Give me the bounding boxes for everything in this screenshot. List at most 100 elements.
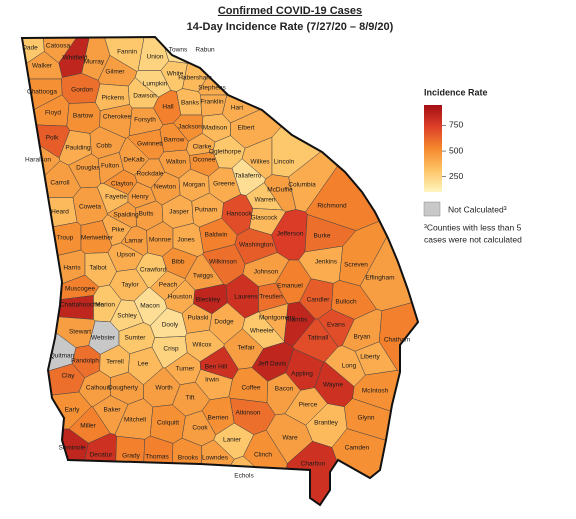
county-label: Richmond [317,203,347,210]
county-label: Monroe [149,237,171,244]
county-label: Clinch [254,452,272,459]
county-label: Newton [154,184,176,191]
county-label: McDuffie [267,187,293,194]
county-label: Thomas [145,454,169,461]
county-label: Candler [307,297,331,304]
county-label: Coweta [79,204,101,211]
county-label: Telfair [237,345,255,352]
county-label: Murray [84,59,105,66]
county-label: Jackson [178,124,202,131]
county-label: Decatur [90,452,114,459]
county-label: Worth [155,385,173,392]
county-label: Lanier [223,437,242,444]
county-label: Bleckley [196,297,221,304]
legend-note: cases were not calculated [424,234,522,244]
county-label: Walker [32,63,53,70]
county-label: Chattahoochee [60,302,104,309]
county-label: Miller [80,423,96,430]
county-label: Chatham [384,337,410,344]
county-label: Gwinnett [137,141,163,148]
county-label: Liberty [360,354,380,361]
county-label: Stewart [69,329,91,336]
legend: Incidence Rate Not Calculated³ ³Counties… [423,87,522,244]
county-label: Lowndes [202,455,229,462]
county-label: Hart [231,105,243,112]
county-label: Coffee [241,385,260,392]
colorbar-tick-label: 500 [449,145,463,155]
county-label: Floyd [45,110,61,117]
county-label: Brooks [178,455,199,462]
subtitle: 14-Day Incidence Rate (7/27/20 – 8/9/20) [187,21,394,33]
county-label: Baldwin [205,232,228,239]
county-label: Lumpkin [143,81,168,88]
county-label: Rabun [195,47,215,54]
county-label: Echols [234,473,254,480]
county-label: Glascock [251,215,278,222]
county-label: Effingham [365,275,394,282]
colorbar-tick-label: 750 [449,120,463,130]
county-label: Stephens [198,85,226,92]
county-label: Douglas [76,165,101,172]
county-label: Schley [117,313,137,320]
county-label: DeKalb [123,157,145,164]
county-label: Jefferson [277,231,304,238]
county-label: Mitchell [124,417,147,424]
county-label: Grady [122,453,140,460]
county-label: Walton [166,159,186,166]
county-label: Colquitt [157,420,179,427]
county-label: Catoosa [46,43,71,50]
county-label: Houston [168,294,193,301]
county-label: Putnam [195,207,217,214]
county-label: Muscogee [65,286,95,293]
county-label: Treutlen [259,294,283,301]
county-label: Pike [112,227,125,234]
county-label: Long [342,363,357,370]
county-label: Terrell [106,359,124,366]
county-label: Burke [314,233,331,240]
county-label: Cook [192,425,208,432]
county-label: Cobb [96,143,112,150]
county-label: Gordon [71,87,93,94]
county-label: Pickens [102,95,126,102]
county-label: Macon [140,303,160,310]
county-label: McIntosh [362,388,389,395]
county-label: Johnson [254,269,279,276]
county-label: Taliaferro [235,173,262,180]
county-label: Barrow [164,137,185,144]
county-label: Wayne [323,382,343,389]
county-label: Ben Hill [205,364,228,371]
county-label: Dawson [133,93,157,100]
title: Confirmed COVID-19 Cases [218,5,362,17]
county-label: Towns [169,47,188,54]
county-label: Glynn [358,415,375,422]
county-label: Meriwether [81,235,114,242]
na-swatch [423,201,441,217]
county-label: Dooly [162,322,179,329]
county-label: Gilmer [105,69,125,76]
county-label: Dade [22,45,38,52]
county-label: Lamar [125,238,144,245]
county-label: Upson [117,252,136,259]
county-label: Atkinson [236,410,261,417]
county-label: Union [147,54,164,61]
county-label: Wilkes [250,159,270,166]
county-label: Quitman [50,353,75,360]
county-label: Jasper [169,209,189,216]
county-label: Greene [213,181,235,188]
county-label: Early [65,407,81,414]
county-label: Irwin [205,377,219,384]
county-label: Troup [57,235,74,242]
county-label: Bibb [171,259,184,266]
county-label: Charlton [301,461,326,468]
county-label: Jeff Davis [258,361,287,368]
county-label: Heard [51,209,69,216]
county-label: White [167,71,184,78]
county-label: Forsyth [134,117,156,124]
county-label: Bartow [73,113,94,120]
county-label: Bacon [275,386,294,393]
county-label: Cherokee [103,114,132,121]
county-label: Baker [104,407,122,414]
county-label: Banks [181,100,200,107]
